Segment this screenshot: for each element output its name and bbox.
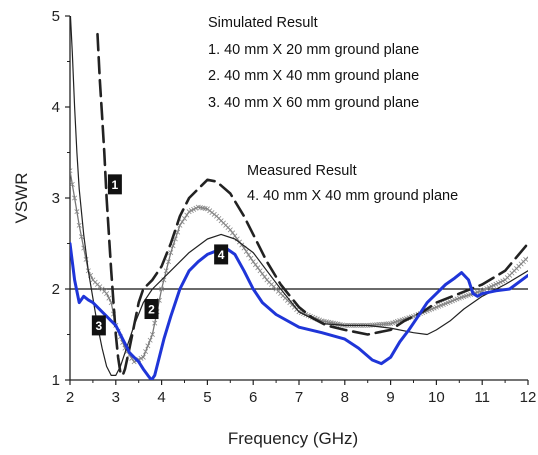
series-2-point <box>147 337 153 343</box>
series-2-point <box>149 332 155 337</box>
series-2-point <box>253 262 258 268</box>
series-badge-4-box <box>214 244 229 265</box>
series-2-point <box>179 219 185 225</box>
series-2-point <box>140 354 146 360</box>
series-badge-4: 4 <box>214 244 229 265</box>
series-2-point <box>72 195 78 201</box>
series-2-point <box>250 259 256 265</box>
series-2-point <box>259 271 265 277</box>
series-badge-2-label: 2 <box>148 303 155 317</box>
series-3-line <box>70 16 528 376</box>
series-2-point <box>165 259 171 265</box>
y-tick-label: 2 <box>52 281 60 298</box>
series-badges: 1 2 3 4 <box>91 174 229 336</box>
series-2-point <box>143 349 149 355</box>
x-tick-label: 10 <box>428 389 445 406</box>
series-2-point <box>227 227 233 233</box>
x-tick-label: 2 <box>66 389 74 406</box>
series-2-point <box>523 256 528 262</box>
series-badge-2: 2 <box>144 299 159 320</box>
simulated-item-2: 2. 40 mm X 40 mm ground plane <box>208 68 419 84</box>
series-2-point <box>182 215 187 221</box>
series-2-point <box>255 265 261 271</box>
x-tick-label: 9 <box>386 389 394 406</box>
x-tick-label: 8 <box>341 389 349 406</box>
simulated-result-title: Simulated Result <box>208 15 318 31</box>
measured-result-title: Measured Result <box>247 163 357 179</box>
series-1-line <box>96 32 528 377</box>
series-1 <box>96 32 528 377</box>
series-2-point <box>232 233 238 239</box>
series-badge-1: 1 <box>107 174 122 195</box>
series-2-point <box>184 212 190 218</box>
y-tick-label: 1 <box>52 372 60 389</box>
series-2-point <box>78 234 84 240</box>
y-axis-title: VSWR <box>12 173 31 224</box>
series-2-point <box>168 250 174 256</box>
legend-annotations: Simulated Result 1. 40 mm X 20 mm ground… <box>208 15 458 204</box>
y-tick-label: 5 <box>52 8 60 25</box>
x-tick-label: 6 <box>249 389 257 406</box>
series-2-point <box>234 236 240 242</box>
simulated-item-3: 3. 40 mm X 60 mm ground plane <box>208 95 419 111</box>
series-2-point <box>262 274 268 280</box>
series-2-point <box>70 168 73 174</box>
series-badge-1-label: 1 <box>112 178 119 192</box>
series-2-point <box>74 209 80 215</box>
series-badge-3-label: 3 <box>96 319 103 333</box>
series-3 <box>70 16 528 376</box>
series-badge-1-box <box>107 174 122 195</box>
series-2-point <box>106 295 112 301</box>
series-badge-3: 3 <box>91 315 106 336</box>
x-axis-title: Frequency (GHz) <box>228 429 358 448</box>
x-tick-label: 3 <box>112 389 120 406</box>
series-2-point <box>230 230 236 236</box>
y-tick-label: 4 <box>52 99 60 116</box>
x-tick-label: 5 <box>203 389 211 406</box>
x-tick-label: 7 <box>295 389 303 406</box>
measured-item-4: 4. 40 mm X 40 mm ground plane <box>247 188 458 204</box>
series-2-point <box>243 248 249 254</box>
series-badge-2-box <box>144 299 159 320</box>
series-2-point <box>248 255 254 261</box>
series-badge-4-label: 4 <box>218 248 225 262</box>
series-2-point <box>70 181 75 187</box>
series-2-point <box>163 268 169 274</box>
series-2-point <box>104 291 110 297</box>
x-tick-label: 12 <box>520 389 537 406</box>
series-2-point <box>159 286 165 292</box>
series-2-point <box>76 222 82 228</box>
series-2-point <box>246 252 252 258</box>
series-2 <box>70 168 528 365</box>
x-tick-label: 4 <box>157 389 165 406</box>
y-tick-label: 3 <box>52 190 60 207</box>
simulated-item-1: 1. 40 mm X 20 mm ground plane <box>208 42 419 58</box>
x-tick-label: 11 <box>474 389 490 406</box>
series-2-point <box>257 268 263 274</box>
series-badge-3-box <box>91 315 106 336</box>
series-2-point <box>145 343 151 349</box>
series-2-point <box>152 320 158 326</box>
